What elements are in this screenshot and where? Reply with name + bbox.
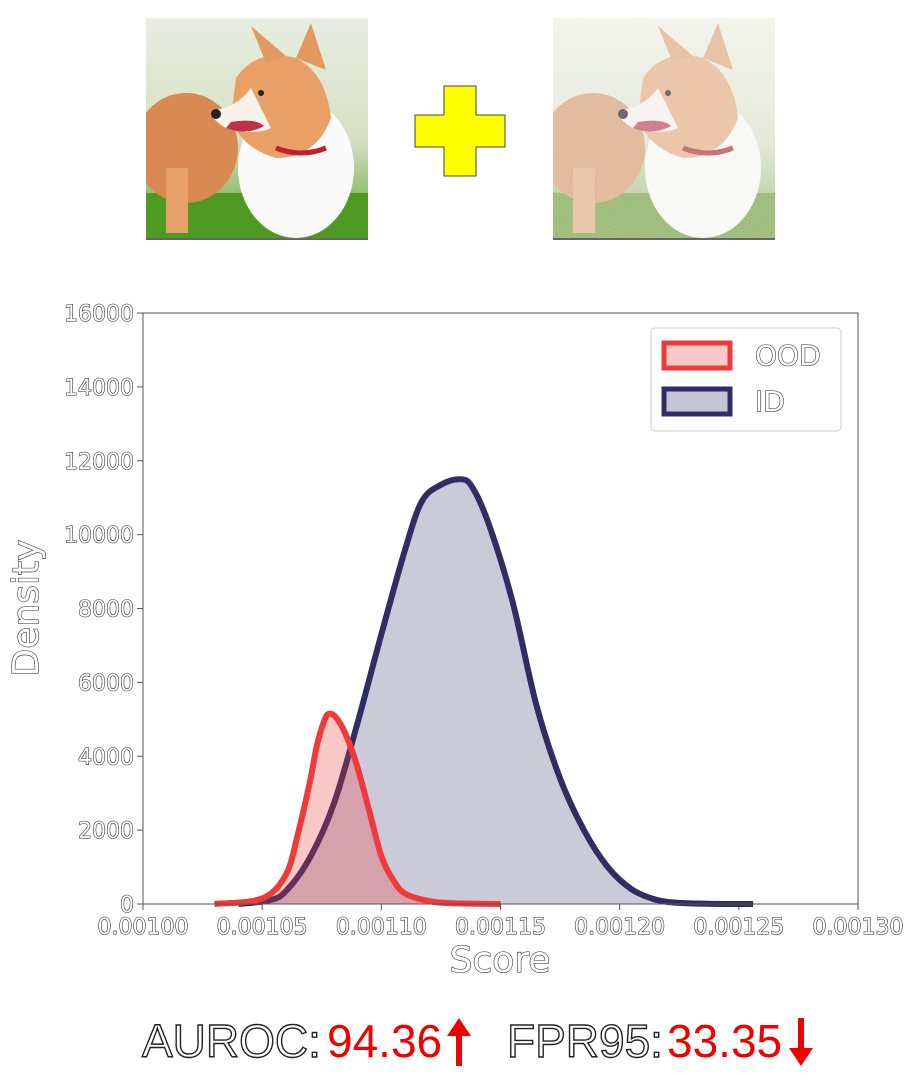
y-tick-label: 8000 [78,598,134,623]
series-layer [214,476,754,907]
y-tick-label: 0 [120,893,134,918]
y-tick-label: 14000 [64,376,134,401]
x-axis-label: Score [450,940,551,981]
y-axis-label: Density [6,540,47,677]
legend-swatch-id [661,386,733,417]
auroc-label: AUROC: [141,1015,321,1067]
x-tick-label: 0.00120 [574,915,665,940]
id-density-curve [237,476,754,907]
arrow-up-icon [447,1018,471,1066]
x-tick-label: 0.00125 [693,915,784,940]
plus-icon [414,85,506,177]
auroc-value: 94.36 [327,1015,443,1067]
legend-label-id: ID [755,385,785,418]
clean-dog-image [146,18,368,240]
ood-density-area [214,713,501,904]
plot-frame [142,312,859,905]
x-tick-label: 0.00100 [98,915,189,940]
x-tick-label: 0.00130 [813,915,904,940]
y-tick-label: 6000 [78,671,134,696]
y-tick-group: 0 2000 4000 6000 8000 10000 12000 14000 16000 [63,301,143,919]
ood-density-curve [214,710,501,907]
y-tick-label: 4000 [78,745,134,770]
x-tick-label: 0.00110 [336,915,427,940]
fpr95-value: 33.35 [667,1015,783,1067]
y-tick-label: 10000 [64,524,134,549]
legend-label-ood: OOD [755,339,821,372]
x-tick-group: 0.00100 0.00105 0.00110 0.00115 0.00120 0.001… [97,904,904,941]
arrow-down-icon [789,1018,813,1066]
legend: OOD ID [650,327,842,432]
fpr95-label: FPR95: [506,1015,663,1067]
legend-box [650,327,842,432]
x-tick-label: 0.00105 [217,915,308,940]
metrics-line: AUROC: 94.36 FPR95: 33.35 [0,1012,921,1072]
noisy-dog-image [553,18,775,240]
y-tick-label: 16000 [64,302,134,327]
y-tick-label: 2000 [78,819,134,844]
y-tick-label: 12000 [64,450,134,475]
legend-swatch-ood [661,340,733,371]
density-chart: 0 2000 4000 6000 8000 10000 12000 14000 16000 0.… [5,301,904,981]
x-tick-label: 0.00115 [455,915,546,940]
